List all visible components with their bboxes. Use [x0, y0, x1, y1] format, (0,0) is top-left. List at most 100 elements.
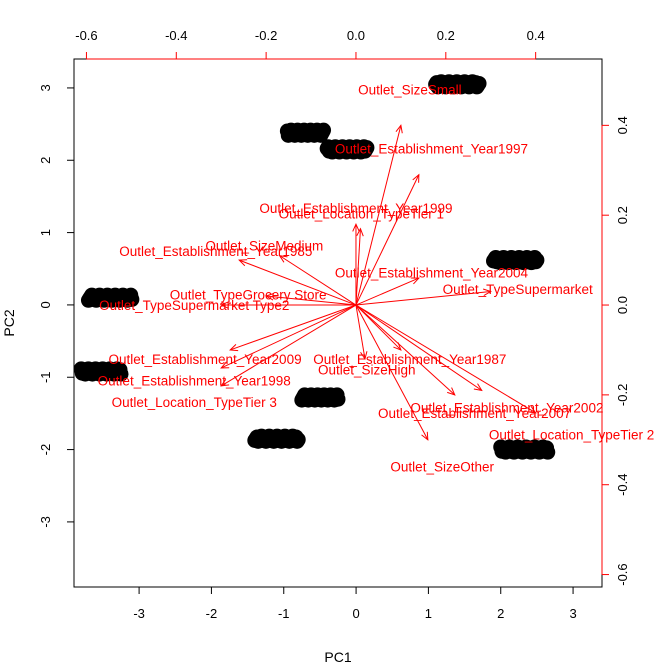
y-tick-label: 3 [38, 84, 53, 91]
x-axis-title: PC1 [324, 649, 351, 665]
score-point [113, 366, 129, 382]
loading-label: Outlet_SizeOther [390, 460, 494, 475]
score-cluster [247, 428, 306, 449]
loading-label: Outlet_Establishment_Year1999 [259, 201, 452, 216]
loading-label: Outlet_SizeMedium [205, 239, 323, 254]
y-tick-label: 1 [38, 229, 53, 236]
arrow-head [219, 301, 229, 309]
loading-arrow [355, 304, 429, 441]
loading-arrow [230, 304, 357, 351]
y-axis-right-loadings: -0.6 -0.4 -0.2 0.0 0.2 0.4 [601, 116, 630, 586]
arrow-head [393, 342, 402, 351]
loading-label: Outlet_Location_TypeTier 3 [112, 395, 277, 410]
score-cluster [80, 287, 140, 308]
loading-arrow [279, 255, 357, 306]
score-cluster [486, 249, 545, 271]
loading-label: Outlet_Establishment_Year2007 [378, 406, 571, 421]
score-cluster [319, 139, 375, 160]
loading-label: Outlet_Establishment_Year2004 [335, 266, 529, 281]
x-axis-top-loadings: -0.6 -0.4 -0.2 0.0 0.2 0.4 [75, 28, 545, 60]
arrow-head [412, 173, 420, 183]
arrow-head [264, 293, 274, 301]
score-point [124, 291, 140, 307]
loading-arrow [355, 304, 402, 351]
right-tick-label: -0.6 [615, 563, 630, 585]
loading-arrow [355, 174, 420, 306]
arrow-head [220, 379, 230, 387]
loading-label: Outlet_TypeSupermarket [443, 282, 593, 297]
x-tick-label: -1 [278, 606, 290, 621]
y-tick-label: -3 [38, 516, 53, 528]
arrow-head [410, 277, 420, 285]
loading-label: Outlet_TypeGrocery Store [170, 287, 327, 302]
loading-arrow [266, 295, 357, 306]
score-cluster [73, 361, 129, 382]
y-axis-title: PC2 [1, 309, 17, 336]
score-cluster [279, 122, 332, 143]
loading-label: Outlet_Establishment_Year1987 [313, 352, 506, 367]
right-tick-label: -0.4 [615, 474, 630, 496]
score-points [73, 74, 556, 460]
score-cluster [493, 439, 556, 460]
loading-label: Outlet_Establishment_Year1985 [119, 244, 312, 259]
loading-arrow [220, 304, 357, 369]
top-tick-label: 0.2 [437, 28, 455, 43]
score-point [290, 432, 306, 448]
y-tick-label: -1 [38, 371, 53, 383]
loading-label: Outlet_Establishment_Year2009 [108, 352, 301, 367]
arrow-head [356, 227, 364, 237]
x-tick-label: 0 [352, 606, 359, 621]
right-tick-label: 0.4 [615, 116, 630, 134]
top-tick-label: -0.4 [165, 28, 187, 43]
x-tick-label: 3 [569, 606, 576, 621]
score-point [540, 444, 556, 460]
top-tick-label: -0.6 [75, 28, 97, 43]
y-tick-label: 0 [38, 301, 53, 308]
loading-arrow [355, 304, 456, 396]
x-tick-label: -3 [133, 606, 145, 621]
loading-label: Outlet_TypeSupermarket Type2 [99, 298, 289, 313]
loading-arrow [355, 228, 361, 306]
arrow-head [527, 405, 537, 414]
top-tick-label: 0.4 [527, 28, 545, 43]
loading-label: Outlet_SizeHigh [318, 363, 416, 378]
x-tick-label: -2 [206, 606, 218, 621]
score-point [316, 122, 332, 138]
arrow-head [395, 124, 403, 134]
loading-labels: Outlet_Location_TypeTier 1 Outlet_SizeSma… [98, 82, 654, 474]
loading-label: Outlet_Location_TypeTier 1 [279, 206, 444, 221]
loading-label: Outlet_SizeSmall [358, 82, 462, 97]
loading-arrow [355, 277, 420, 306]
x-tick-label: 2 [497, 606, 504, 621]
arrow-head [278, 254, 288, 263]
right-tick-label: -0.2 [615, 384, 630, 406]
plot-frame [73, 58, 603, 588]
arrow-head [447, 387, 456, 396]
top-tick-label: -0.2 [255, 28, 277, 43]
score-cluster [294, 387, 346, 408]
top-tick-label: 0.0 [347, 28, 365, 43]
loading-label: Outlet_Establishment_Year1998 [98, 373, 291, 388]
arrow-head [352, 222, 360, 232]
right-tick-label: 0.0 [615, 296, 630, 314]
score-point [359, 140, 375, 156]
y-tick-label: 2 [38, 157, 53, 164]
loading-arrow [220, 304, 357, 387]
arrow-head [229, 344, 239, 352]
arrow-head [360, 351, 368, 361]
y-axis-left: -3 -2 -1 0 1 2 3 [38, 84, 75, 528]
arrow-head [473, 383, 483, 392]
loading-arrow [355, 304, 536, 414]
x-axis-bottom: -3 -2 -1 0 1 2 3 [133, 586, 577, 621]
arrow-head [421, 431, 429, 441]
loading-label: Outlet_Establishment_Year2002 [410, 400, 603, 415]
loading-label: Outlet_Location_TypeTier 2 [489, 427, 654, 442]
arrow-head [482, 288, 492, 296]
right-tick-label: 0.2 [615, 206, 630, 224]
loading-arrow [355, 304, 366, 360]
loading-arrow [355, 125, 402, 306]
score-point [529, 252, 545, 268]
arrow-head [220, 361, 230, 369]
score-point [471, 75, 487, 91]
